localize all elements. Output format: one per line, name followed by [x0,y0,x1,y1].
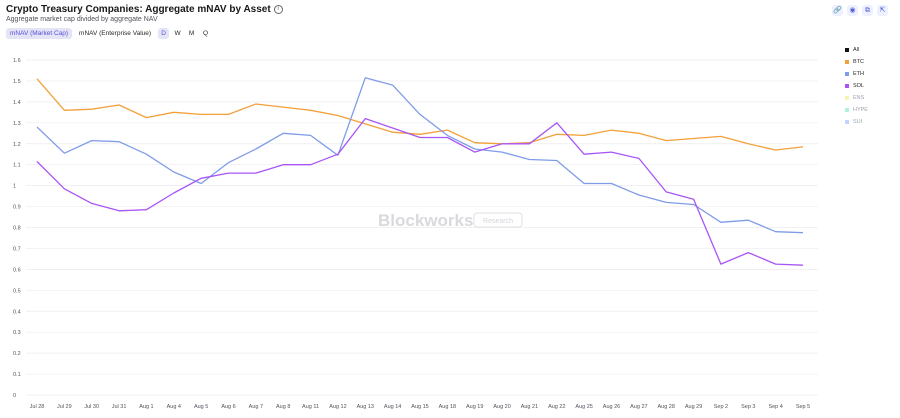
copy-icon[interactable]: ⧉ [862,5,873,16]
legend-label: ETH [853,71,864,77]
y-tick-label: 1.6 [13,58,21,64]
x-tick-label: Jul 28 [30,404,45,410]
x-tick-label: Jul 30 [84,404,99,410]
legend-item-hype[interactable]: HYPE [845,104,868,116]
watermark-tag-box [473,212,523,228]
period-month-button[interactable]: M [188,30,195,37]
y-tick-label: 1.2 [13,142,21,148]
period-week-button[interactable]: W [174,30,181,37]
y-tick-label: 0.8 [13,226,21,232]
x-tick-label: Aug 6 [221,404,235,410]
toggle-mnav-market-cap[interactable]: mNAV (Market Cap) [6,28,73,39]
legend-item-sui[interactable]: SUI [845,116,868,128]
x-tick-label: Aug 13 [357,404,374,410]
legend-item-ens[interactable]: ENS [845,92,868,104]
legend-item-sol[interactable]: SOL [845,80,868,92]
x-tick-label: Aug 4 [167,404,181,410]
legend-label: SUI [853,119,863,125]
x-tick-label: Jul 31 [112,404,127,410]
x-tick-label: Aug 18 [439,404,456,410]
x-tick-label: Aug 14 [384,404,401,410]
expand-icon[interactable]: ⇱ [877,5,888,16]
x-tick-label: Aug 25 [575,404,592,410]
y-tick-label: 1 [13,184,16,190]
y-tick-label: 1.1 [13,163,21,169]
period-quarter-button[interactable]: Q [203,30,209,37]
y-tick-label: 0 [13,393,16,399]
y-tick-label: 0.6 [13,267,21,273]
x-tick-label: Aug 26 [603,404,620,410]
legend-swatch [845,120,849,124]
legend-item-all[interactable]: All [845,44,868,56]
series-line-btc[interactable] [36,78,804,151]
info-icon[interactable]: i [273,5,283,14]
legend-label: SOL [853,83,865,89]
x-tick-label: Aug 12 [329,404,346,410]
legend-swatch [845,48,849,52]
chart-controls: mNAV (Market Cap) mNAV (Enterprise Value… [6,28,211,39]
x-tick-label: Sep 5 [796,404,810,410]
y-tick-label: 0.9 [13,205,21,211]
watermark-tag: Research [483,218,513,225]
legend-swatch [845,72,849,76]
legend-swatch [845,60,849,64]
x-tick-label: Aug 1 [139,404,153,410]
toggle-mnav-enterprise-value[interactable]: mNAV (Enterprise Value) [79,30,152,37]
y-tick-label: 0.3 [13,330,21,336]
x-tick-label: Aug 5 [194,404,208,410]
camera-icon[interactable]: ◉ [847,5,858,16]
y-tick-label: 0.2 [13,351,21,357]
legend-swatch [845,84,849,88]
series-line-eth[interactable] [36,77,804,234]
link-icon[interactable]: 🔗 [832,5,843,16]
y-tick-label: 1.5 [13,79,21,85]
chart-legend: All BTC ETH SOL ENS HYPE SUI [845,44,868,128]
x-tick-label: Aug 21 [521,404,538,410]
x-tick-label: Aug 20 [493,404,510,410]
x-tick-label: Aug 29 [685,404,702,410]
legend-label: BTC [853,59,864,65]
y-tick-label: 1.4 [13,100,21,106]
legend-item-eth[interactable]: ETH [845,68,868,80]
x-tick-label: Aug 22 [548,404,565,410]
period-day-button[interactable]: D [158,28,170,39]
y-tick-label: 0.4 [13,309,21,315]
legend-label: All [853,47,860,53]
x-tick-label: Aug 15 [411,404,428,410]
x-tick-label: Aug 11 [302,404,319,410]
legend-swatch [845,108,849,112]
x-tick-label: Aug 19 [466,404,483,410]
x-tick-label: Sep 2 [714,404,728,410]
x-tick-label: Aug 8 [276,404,290,410]
x-tick-label: Sep 4 [768,404,782,410]
watermark-brand: Blockworks [378,211,473,230]
chart-title-text: Crypto Treasury Companies: Aggregate mNA… [6,4,271,15]
legend-label: ENS [853,95,865,101]
legend-label: HYPE [853,107,868,113]
chart-title: Crypto Treasury Companies: Aggregate mNA… [6,4,283,15]
series-line-sol[interactable] [36,117,804,266]
y-tick-label: 0.1 [13,372,21,378]
x-tick-label: Aug 27 [630,404,647,410]
x-tick-label: Sep 3 [741,404,755,410]
y-tick-label: 1.3 [13,121,21,127]
legend-swatch [845,96,849,100]
x-tick-label: Aug 28 [657,404,674,410]
y-tick-label: 0.7 [13,246,21,252]
legend-item-btc[interactable]: BTC [845,56,868,68]
chart-subtitle: Aggregate market cap divided by aggregat… [6,16,158,23]
y-tick-label: 0.5 [13,288,21,294]
chart-toolbar: 🔗 ◉ ⧉ ⇱ [832,5,888,16]
x-tick-label: Jul 29 [57,404,72,410]
x-tick-label: Aug 7 [249,404,263,410]
